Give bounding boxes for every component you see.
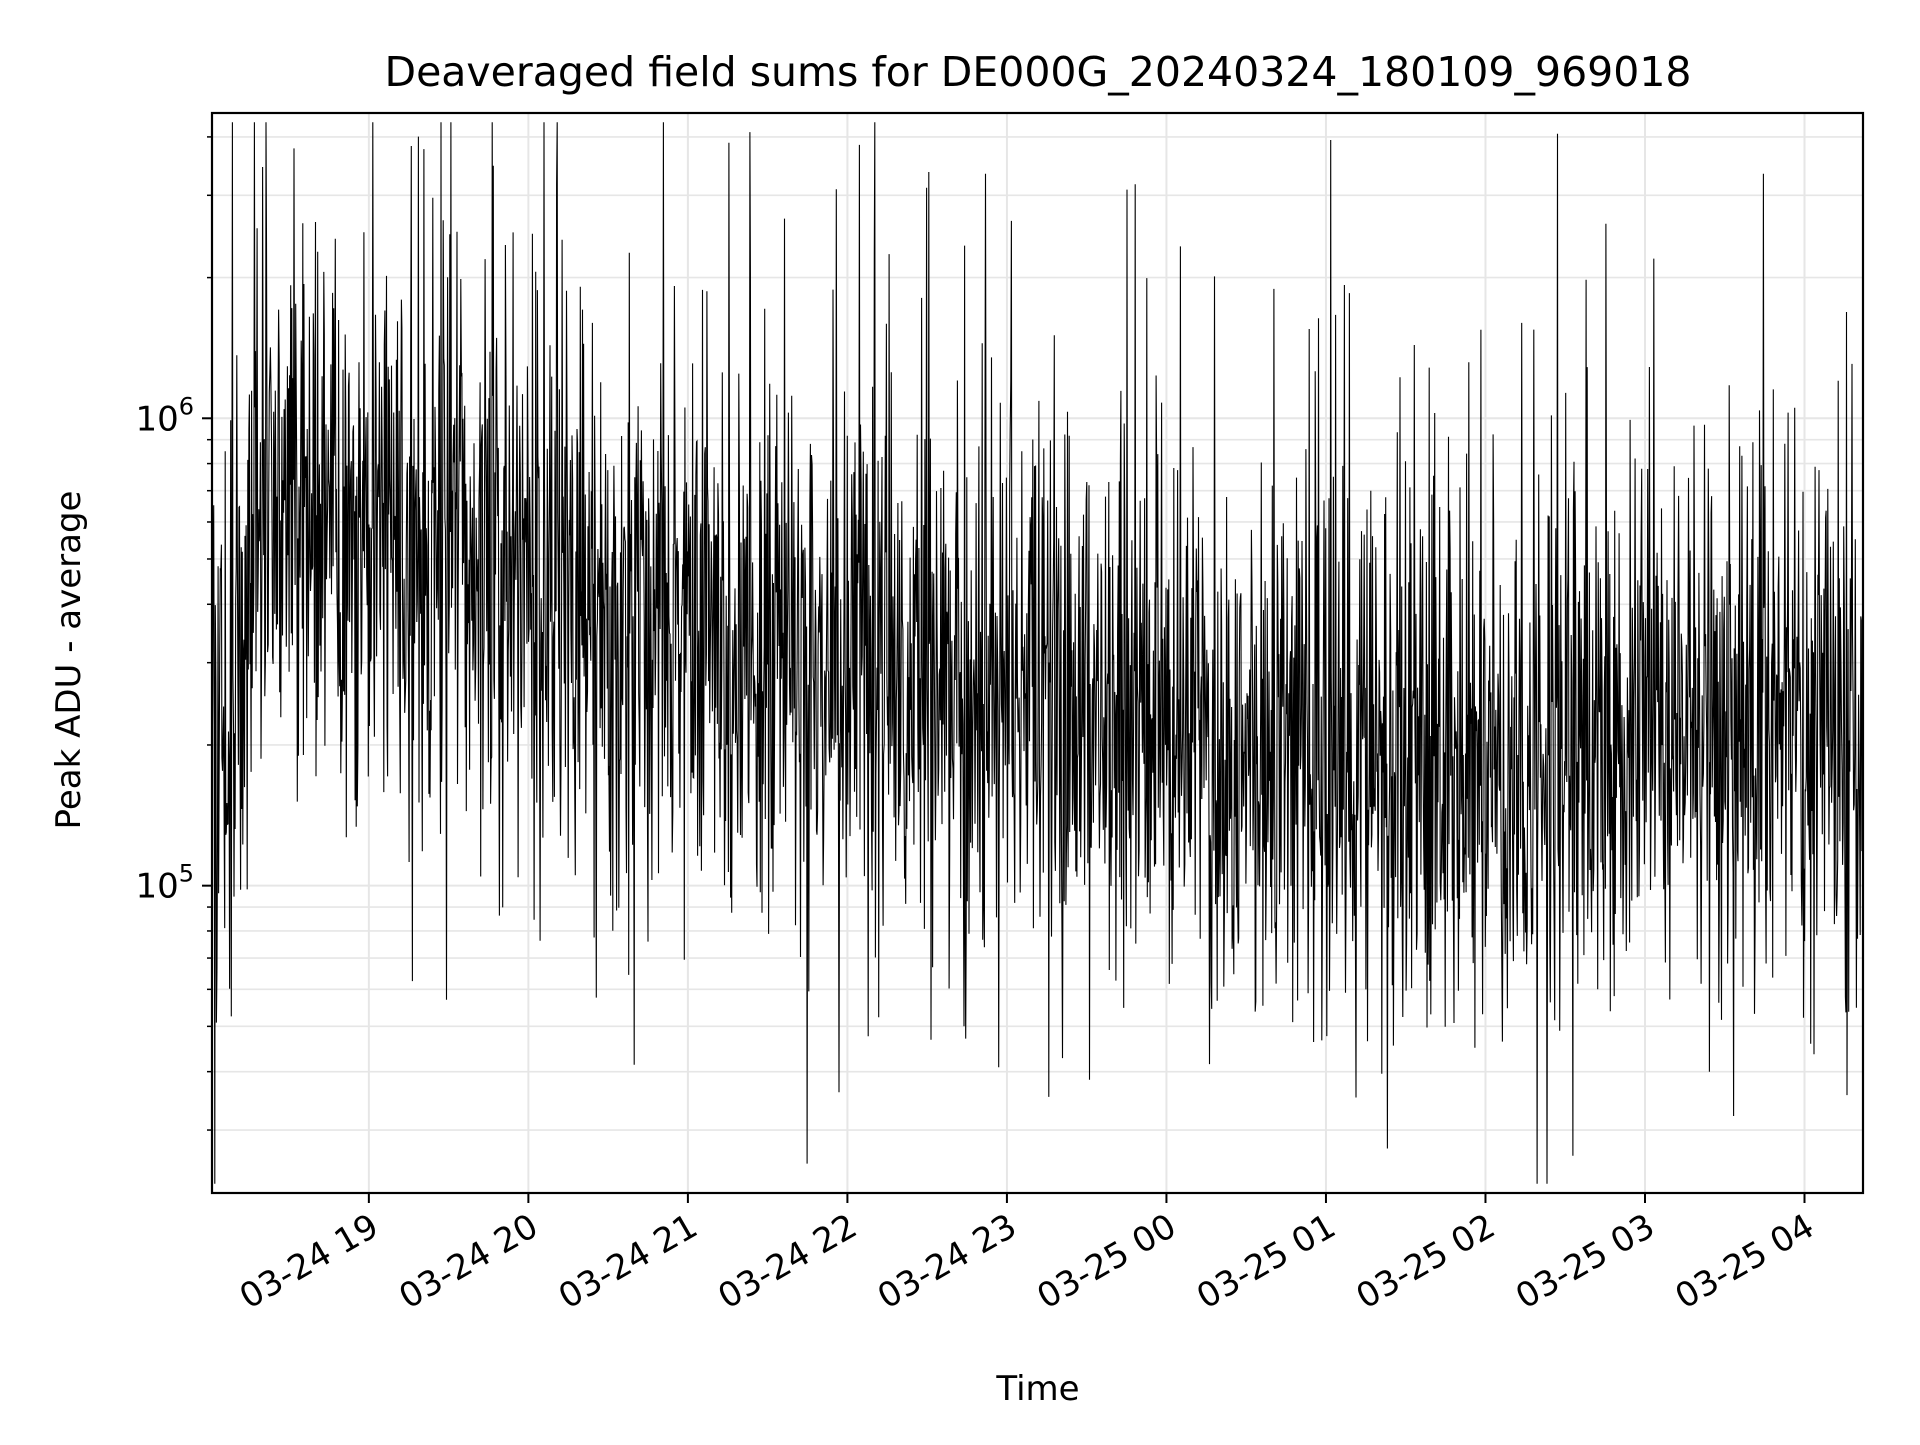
plot-area: [211, 122, 1864, 1184]
data-series-line: [211, 122, 1864, 1184]
y-tick-label: 106: [135, 392, 194, 439]
x-axis-label: Time: [995, 1369, 1079, 1409]
y-tick-label: 105: [135, 860, 194, 907]
chart-title: Deaveraged field sums for DE000G_2024032…: [385, 48, 1692, 96]
plot-frame: [210, 111, 1865, 1195]
y-axis-label: Peak ADU - average: [49, 491, 89, 830]
